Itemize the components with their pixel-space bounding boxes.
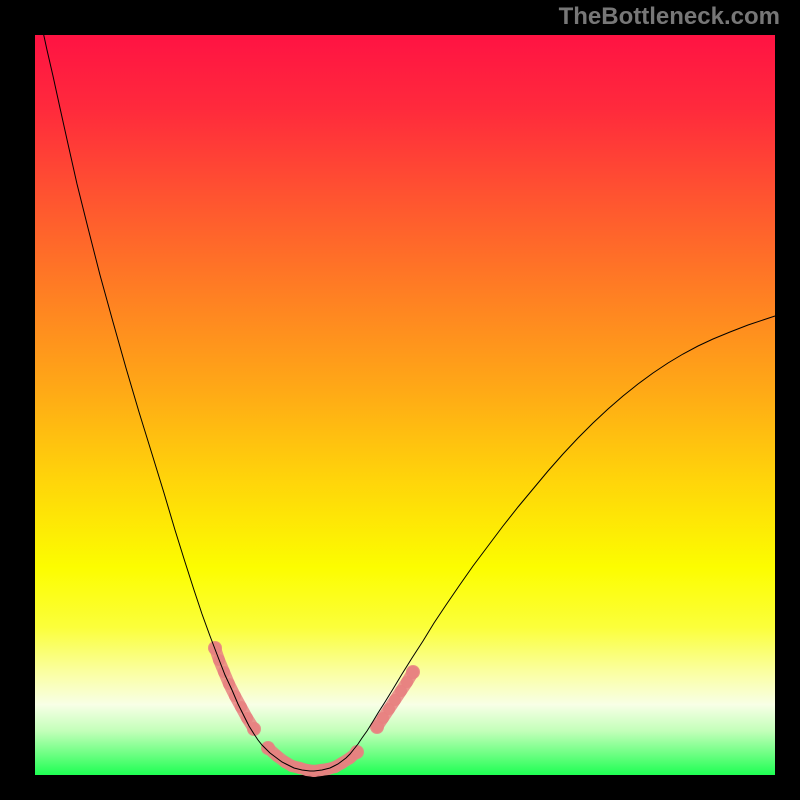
plot-gradient-area <box>35 35 775 775</box>
marker-dot <box>406 665 420 679</box>
marker-dot <box>235 701 247 713</box>
watermark-label: TheBottleneck.com <box>559 3 780 31</box>
bottleneck-chart <box>0 0 800 800</box>
chart-container: TheBottleneck.com <box>0 0 800 800</box>
